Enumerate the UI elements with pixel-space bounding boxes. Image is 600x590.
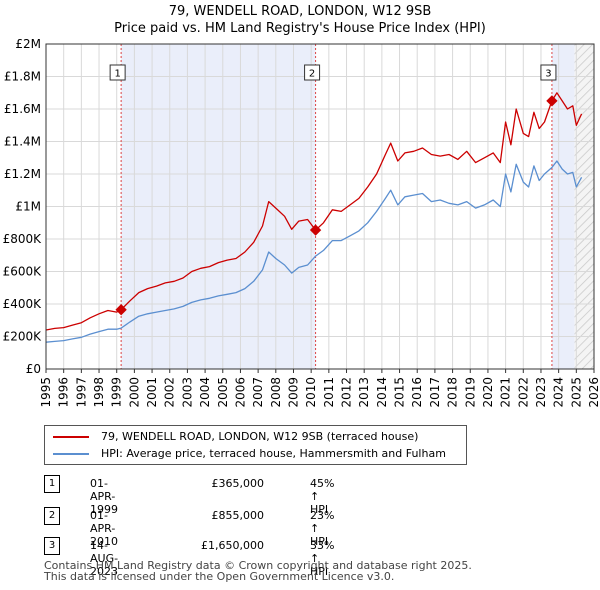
legend-label-hpi: HPI: Average price, terraced house, Hamm… bbox=[101, 447, 446, 460]
sale-marker-label: 2 bbox=[309, 69, 315, 80]
x-tick-label: 2021 bbox=[499, 377, 513, 408]
x-tick-label: 2008 bbox=[269, 377, 283, 408]
x-tick-label: 2005 bbox=[216, 377, 230, 408]
sale-marker-badge: 2 bbox=[44, 507, 60, 525]
x-tick-label: 2024 bbox=[552, 377, 566, 408]
x-tick-label: 2006 bbox=[233, 377, 247, 408]
chart-title: 79, WENDELL ROAD, LONDON, W12 9SB bbox=[168, 4, 432, 19]
property-series-line bbox=[45, 92, 583, 331]
legend-item-property: 79, WENDELL ROAD, LONDON, W12 9SB (terra… bbox=[53, 430, 418, 443]
y-tick-label: £800K bbox=[3, 232, 43, 246]
x-tick-label: 1995 bbox=[39, 377, 53, 408]
x-tick-label: 2001 bbox=[145, 377, 159, 408]
x-tick-label: 1998 bbox=[92, 377, 106, 408]
footer-copyright: Contains HM Land Registry data © Crown c… bbox=[44, 559, 472, 572]
chart-subtitle: Price paid vs. HM Land Registry's House … bbox=[114, 21, 486, 36]
sale-marker-badge: 1 bbox=[44, 475, 60, 493]
sale-hpi-change: 45% ↑ HPI bbox=[310, 477, 335, 516]
sale-price: £1,650,000 bbox=[201, 539, 264, 552]
price-chart: 1 2 3 £0 £200K £400K £600K £800K £1M £1.2M £1.4M £… bbox=[3, 37, 600, 408]
x-tick-label: 2004 bbox=[198, 377, 212, 408]
x-tick-label: 2016 bbox=[410, 377, 424, 408]
footer: Contains HM Land Registry data © Crown c… bbox=[44, 560, 472, 582]
y-tick-label: £1.2M bbox=[4, 167, 41, 181]
legend-label-property: 79, WENDELL ROAD, LONDON, W12 9SB (terra… bbox=[101, 430, 419, 443]
sale-date: 01-APR-1999 bbox=[90, 477, 118, 516]
sale-marker-label: 1 bbox=[114, 69, 120, 80]
legend: 79, WENDELL ROAD, LONDON, W12 9SB (terra… bbox=[44, 425, 467, 465]
x-tick-label: 2000 bbox=[127, 377, 141, 408]
x-tick-label: 2018 bbox=[446, 377, 460, 408]
x-tick-label: 2002 bbox=[163, 377, 177, 408]
x-tick-label: 2022 bbox=[516, 377, 530, 408]
x-tick-label: 1999 bbox=[110, 377, 124, 408]
x-tick-label: 2003 bbox=[180, 377, 194, 408]
plot-frame bbox=[45, 43, 595, 370]
sale-marker-badge: 3 bbox=[44, 537, 60, 555]
legend-swatch-property bbox=[53, 435, 89, 438]
y-tick-label: £600K bbox=[3, 265, 43, 279]
x-tick-label: 2023 bbox=[534, 377, 548, 408]
x-tick-label: 2011 bbox=[322, 377, 336, 408]
y-tick-label: £400K bbox=[3, 297, 43, 311]
sale-hpi-change: 33% ↑ HPI bbox=[310, 539, 335, 578]
sale-hpi-change: 23% ↑ HPI bbox=[310, 509, 335, 548]
x-tick-label: 2007 bbox=[251, 377, 265, 408]
sale-marker-badge bbox=[540, 64, 557, 81]
hpi-series-line bbox=[45, 160, 583, 343]
y-tick-label: £1.4M bbox=[4, 135, 41, 149]
footer-licence: This data is licensed under the Open Gov… bbox=[44, 570, 395, 583]
y-tick-label: £200K bbox=[3, 330, 43, 344]
sale-marker-badge bbox=[109, 64, 126, 81]
legend-item-hpi: HPI: Average price, terraced house, Hamm… bbox=[53, 447, 446, 460]
x-tick-label: 2015 bbox=[393, 377, 407, 408]
sale-price: £855,000 bbox=[211, 509, 265, 522]
sale-price: £365,000 bbox=[211, 477, 265, 490]
y-tick-label: £0 bbox=[26, 362, 41, 376]
sale-point bbox=[309, 224, 322, 236]
x-tick-label: 2009 bbox=[286, 377, 300, 408]
x-tick-label: 2019 bbox=[463, 377, 477, 408]
y-tick-label: £1.6M bbox=[4, 102, 41, 116]
sale-marker-label: 3 bbox=[545, 69, 551, 80]
sale-date: 14-AUG-2023 bbox=[90, 539, 119, 578]
x-tick-label: 2010 bbox=[304, 377, 318, 408]
sale-marker-badge bbox=[304, 64, 321, 81]
x-tick-label: 2014 bbox=[375, 377, 389, 408]
x-tick-label: 2012 bbox=[340, 377, 354, 408]
legend-swatch-hpi bbox=[53, 452, 89, 455]
sale-date: 01-APR-2010 bbox=[90, 509, 118, 548]
x-tick-label: 1996 bbox=[57, 377, 71, 408]
x-tick-label: 2026 bbox=[587, 377, 600, 408]
x-tick-label: 2013 bbox=[357, 377, 371, 408]
x-tick-label: 2025 bbox=[569, 377, 583, 408]
x-tick-label: 2017 bbox=[428, 377, 442, 408]
y-tick-label: £1.8M bbox=[4, 70, 41, 84]
x-tick-label: 1997 bbox=[74, 377, 88, 408]
y-tick-label: £2M bbox=[15, 37, 41, 51]
y-tick-label: £1M bbox=[15, 200, 41, 214]
x-tick-label: 2020 bbox=[481, 377, 495, 408]
